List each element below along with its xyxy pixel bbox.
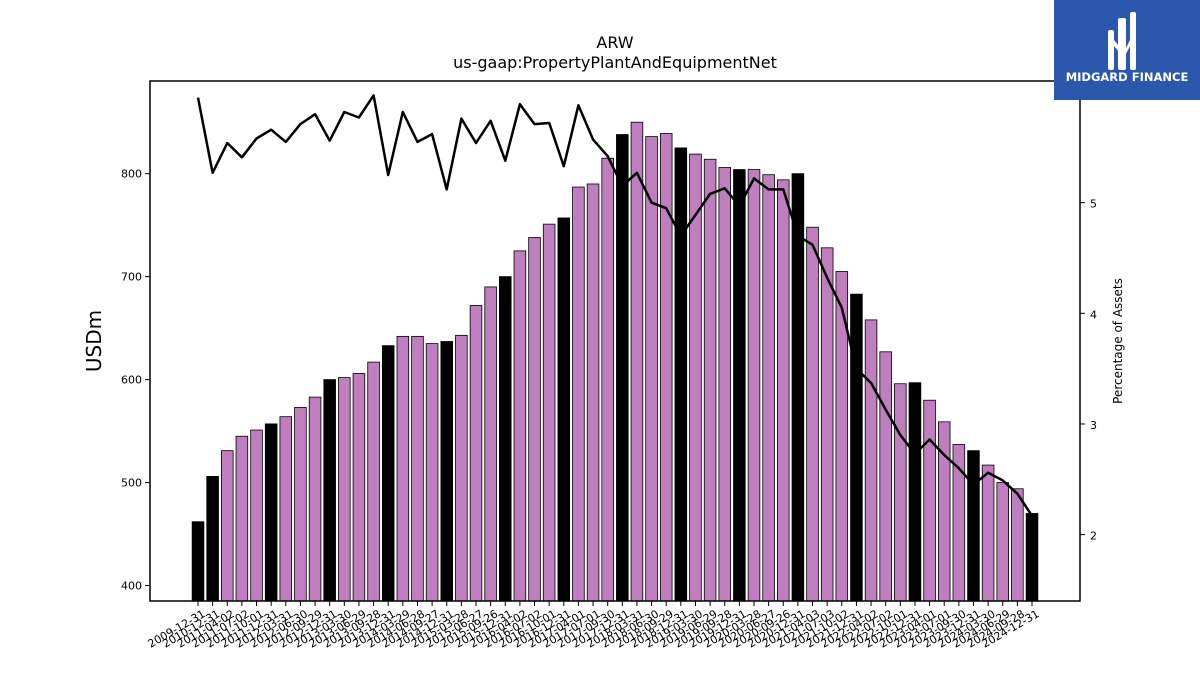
- bar: [572, 186, 585, 602]
- bar: [411, 335, 424, 602]
- bar: [981, 464, 995, 602]
- bar: [674, 147, 688, 602]
- bar: [381, 345, 395, 602]
- bar: [923, 399, 936, 602]
- y-tick-label: 800: [121, 168, 142, 181]
- bar: [352, 373, 366, 602]
- bar: [820, 247, 834, 602]
- bar: [484, 286, 497, 602]
- bar: [499, 276, 512, 602]
- logo-text: MIDGARD FINANCE: [1066, 70, 1189, 84]
- bar: [250, 429, 263, 602]
- bar: [806, 226, 819, 602]
- y-tick-label: 700: [121, 271, 142, 284]
- bar: [850, 293, 863, 602]
- bar: [996, 482, 1009, 602]
- bar: [308, 396, 322, 602]
- series-line: [196, 94, 1034, 517]
- y-tick-label: 500: [121, 477, 142, 490]
- bar: [264, 423, 278, 602]
- bar: [513, 250, 527, 602]
- bar: [937, 421, 951, 602]
- y-axis-label: USDm: [82, 310, 106, 372]
- bar: [864, 319, 878, 602]
- bar: [967, 450, 980, 602]
- y-tick-label: 400: [121, 580, 142, 593]
- bar: [703, 158, 717, 602]
- bar: [630, 121, 644, 602]
- bar: [601, 157, 614, 602]
- y2-tick-label: 5: [1090, 198, 1097, 211]
- bar: [206, 476, 219, 602]
- y2-axis-label: Percentage of Assets: [1111, 278, 1125, 404]
- bar: [747, 169, 761, 602]
- y-axis-left: 400 500 600 700 800: [121, 168, 150, 593]
- x-axis: 2009-12-312010-12-312011-04-022011-07-02…: [146, 601, 1042, 651]
- bar: [425, 343, 439, 602]
- logo-mark-icon: [1108, 12, 1136, 70]
- bar: [191, 521, 205, 602]
- y-axis-right: 2 3 4 5: [1080, 198, 1097, 543]
- bar: [542, 223, 556, 602]
- y2-tick-label: 4: [1090, 308, 1097, 321]
- bar: [469, 305, 483, 602]
- bar: [1025, 513, 1039, 602]
- bar: [440, 341, 453, 602]
- bar: [616, 134, 629, 602]
- bar: [718, 167, 731, 602]
- bar: [235, 435, 249, 602]
- bar: [733, 169, 746, 602]
- bar: [1011, 488, 1024, 602]
- bar: [396, 335, 410, 602]
- bar: [528, 237, 541, 602]
- bar: [879, 351, 892, 602]
- bar: [586, 183, 600, 602]
- bar: [221, 450, 234, 602]
- bar: [908, 382, 922, 602]
- bar: [323, 379, 336, 602]
- plot-frame: [149, 80, 1081, 602]
- line-layer: [196, 94, 1034, 517]
- y2-tick-label: 3: [1090, 419, 1097, 432]
- bar: [762, 174, 775, 602]
- y-tick-label: 600: [121, 374, 142, 387]
- bar: [557, 217, 571, 602]
- bars: [191, 121, 1039, 602]
- y2-tick-label: 2: [1090, 530, 1097, 543]
- bar: [777, 179, 790, 602]
- bar: [338, 377, 351, 602]
- chart-title: ARW: [596, 33, 633, 52]
- brand-logo: MIDGARD FINANCE: [1054, 0, 1200, 100]
- bar: [894, 383, 907, 602]
- bar: [645, 136, 658, 602]
- bar: [294, 407, 307, 602]
- chart-subtitle: us-gaap:PropertyPlantAndEquipmentNet: [453, 53, 777, 72]
- bar: [455, 334, 468, 602]
- bar: [659, 133, 673, 602]
- bar: [279, 416, 293, 602]
- bar: [367, 361, 380, 602]
